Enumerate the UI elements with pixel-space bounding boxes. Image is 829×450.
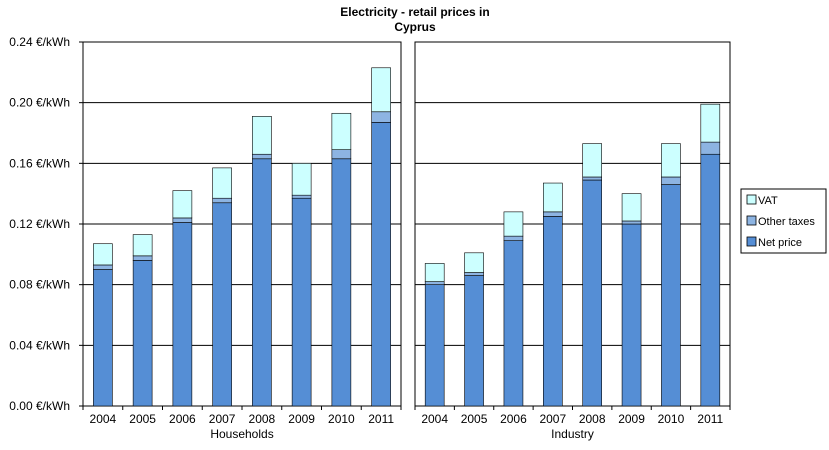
bar-segment-net-price-2007: [212, 202, 232, 407]
legend-label-vat: VAT: [758, 195, 778, 207]
bar-segment-net-price-2006: [172, 222, 193, 407]
bar-segment-other-taxes-2004: [93, 264, 113, 270]
bar-segment-other-taxes-2007: [212, 197, 232, 204]
x-tick-label: 2008: [579, 412, 606, 426]
bar-segment-net-price-2008: [582, 179, 602, 407]
x-tick-label: 2007: [209, 412, 236, 426]
bar-segment-net-price-2010: [331, 158, 352, 407]
bar-segment-vat-2009: [621, 193, 642, 222]
x-tick-label: 2011: [368, 412, 394, 426]
x-tick-label: 2011: [697, 412, 723, 426]
y-axis: 0.00 €/kWh 0.04 €/kWh 0.08 €/kWh 0.12 €/kWh…: [9, 35, 70, 413]
legend: VAT Other taxes Net price: [740, 188, 827, 254]
bar-segment-net-price-2010: [661, 184, 681, 407]
bar-segment-other-taxes-2006: [503, 235, 524, 241]
legend-label-other-taxes: Other taxes: [758, 216, 815, 228]
bar-segment-vat-2004: [424, 263, 445, 282]
chart-subtitle: Cyprus: [394, 20, 436, 34]
x-tick-label: 2007: [539, 412, 566, 426]
bar-segment-vat-2008: [252, 116, 272, 155]
bar-segment-vat-2004: [93, 243, 113, 266]
legend-swatch-other-taxes: [746, 215, 757, 226]
y-tick-label: 0.20 €/kWh: [9, 96, 70, 110]
bar-segment-vat-2007: [543, 182, 563, 213]
bar-segment-net-price-2007: [543, 216, 563, 407]
x-tick-label: 2006: [169, 412, 196, 426]
y-tick-label: 0.12 €/kWh: [9, 217, 70, 231]
bar-segment-other-taxes-2008: [252, 153, 272, 160]
bar-segment-vat-2011: [371, 67, 391, 113]
bar-segment-other-taxes-2004: [424, 281, 445, 285]
y-tick-label: 0.00 €/kWh: [9, 399, 70, 413]
y-tick-label: 0.08 €/kWh: [9, 278, 70, 292]
bar-segment-other-taxes-2009: [291, 194, 312, 199]
bar-segment-vat-2011: [700, 103, 721, 143]
bar-segment-net-price-2009: [291, 197, 312, 407]
bar-segment-vat-2006: [503, 211, 524, 237]
x-tick-label: 2010: [328, 412, 355, 426]
x-tick-label: 2005: [461, 412, 488, 426]
bar-segment-other-taxes-2009: [621, 220, 642, 225]
bar-segment-net-price-2004: [424, 284, 445, 407]
bar-segment-vat-2009: [291, 163, 312, 196]
bar-segment-net-price-2005: [132, 260, 153, 407]
bar-segment-vat-2010: [661, 143, 681, 178]
legend-swatch-vat: [746, 194, 757, 205]
bar-segment-net-price-2005: [464, 275, 484, 407]
x-tick-label: 2009: [618, 412, 645, 426]
legend-label-net-price: Net price: [758, 237, 802, 249]
bar-segment-net-price-2008: [252, 158, 272, 407]
bar-segment-other-taxes-2011: [371, 111, 391, 123]
y-tick-label: 0.04 €/kWh: [9, 338, 70, 352]
panel-label: Industry: [551, 427, 594, 441]
bar-segment-vat-2006: [172, 190, 193, 219]
bar-segment-other-taxes-2007: [543, 211, 563, 217]
x-tick-label: 2004: [421, 412, 448, 426]
bar-segment-vat-2010: [331, 112, 352, 150]
bar-segment-other-taxes-2006: [172, 217, 193, 223]
x-tick-label: 2010: [658, 412, 685, 426]
bar-segment-net-price-2011: [371, 122, 391, 407]
y-tick-label: 0.24 €/kWh: [9, 35, 70, 49]
bar-segment-vat-2007: [212, 167, 232, 199]
bar-segment-net-price-2011: [700, 153, 721, 407]
bar-segment-vat-2005: [132, 234, 153, 257]
panel-label: Households: [210, 427, 273, 441]
x-tick-label: 2009: [288, 412, 315, 426]
bar-segment-other-taxes-2008: [582, 176, 602, 181]
bar-segment-vat-2008: [582, 143, 602, 178]
bar-segment-other-taxes-2010: [331, 149, 352, 160]
bar-segment-net-price-2009: [621, 223, 642, 407]
panel-industry: 2004 2005 2006 2007 2008 2009 2010 2011 Industry: [414, 41, 731, 441]
x-tick-label: 2008: [249, 412, 276, 426]
bar-segment-other-taxes-2011: [700, 141, 721, 155]
bar-segment-other-taxes-2005: [132, 255, 153, 261]
bar-segment-net-price-2006: [503, 240, 524, 407]
bar-segment-vat-2005: [464, 252, 484, 273]
x-tick-label: 2005: [129, 412, 156, 426]
bar-segment-other-taxes-2005: [464, 272, 484, 276]
bar-segment-net-price-2004: [93, 269, 113, 407]
chart-title: Electricity - retail prices in: [340, 5, 489, 19]
y-tick-label: 0.16 €/kWh: [9, 156, 70, 170]
legend-swatch-net-price: [746, 236, 757, 247]
x-tick-label: 2004: [90, 412, 117, 426]
bar-segment-other-taxes-2010: [661, 176, 681, 185]
x-tick-label: 2006: [500, 412, 527, 426]
panel-households: 2004 2005 2006 2007 2008 2009 2010 2011 Househol…: [79, 41, 402, 441]
